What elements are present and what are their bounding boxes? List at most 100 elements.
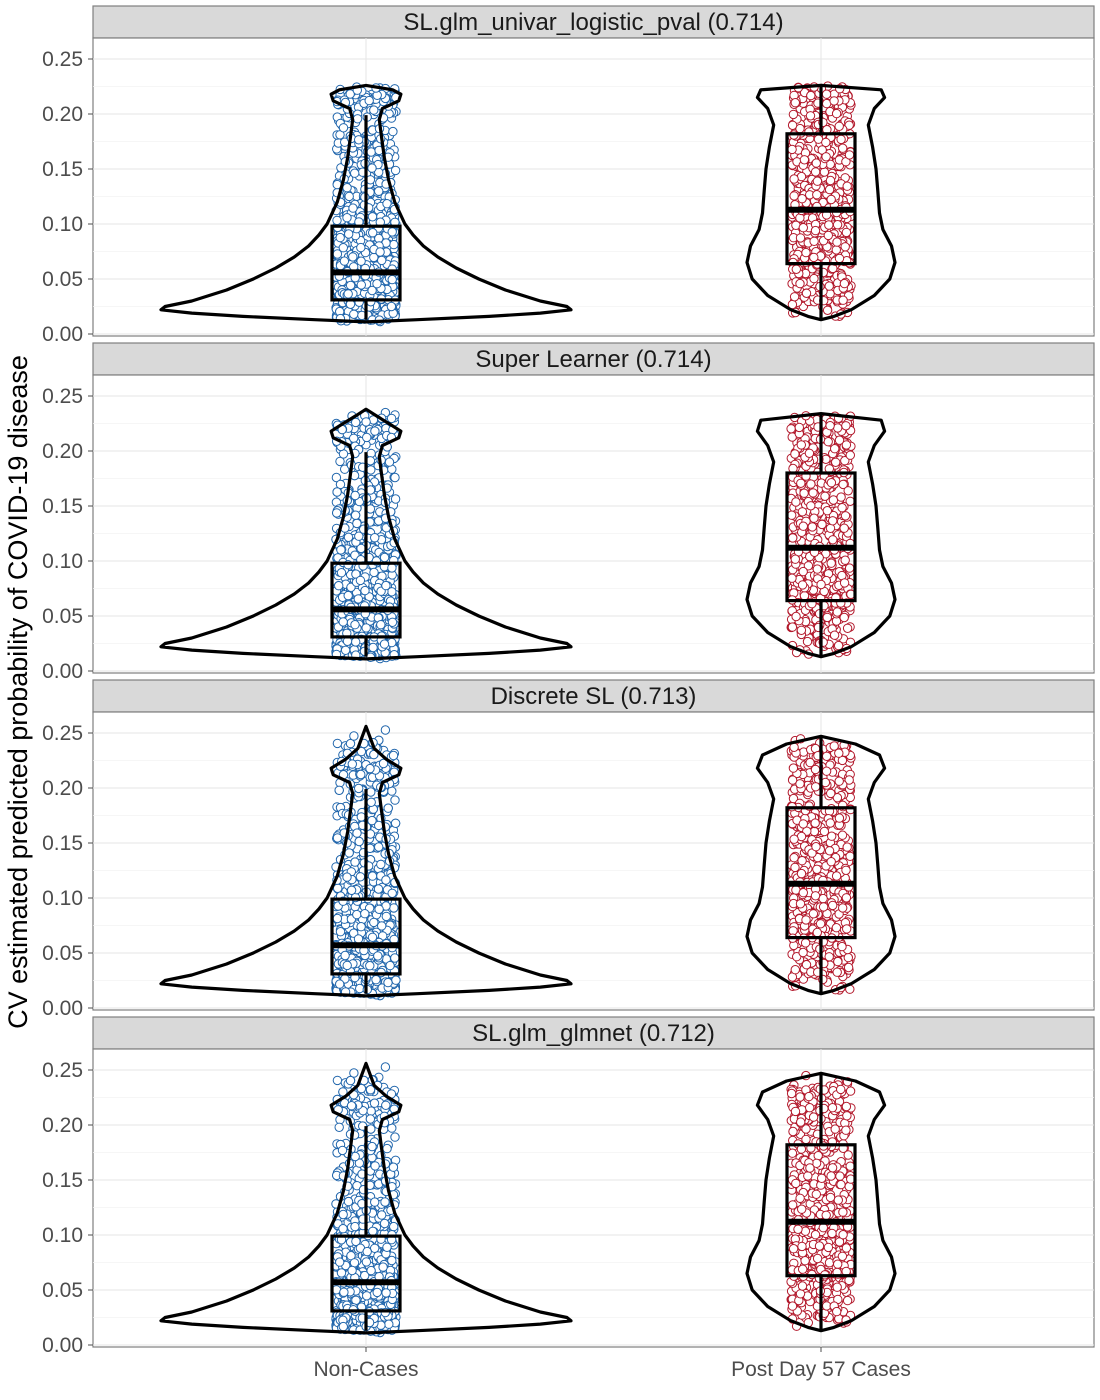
data-point — [842, 623, 853, 633]
data-point — [802, 636, 813, 647]
data-point — [388, 126, 398, 137]
data-point — [381, 580, 391, 591]
data-point — [811, 158, 821, 168]
y-tick-label: 0.00 — [42, 997, 83, 1020]
data-point — [794, 422, 804, 433]
data-point — [841, 421, 851, 431]
data-point — [354, 135, 364, 145]
data-point — [332, 508, 342, 518]
data-point — [806, 479, 816, 489]
data-point — [822, 506, 832, 516]
data-point — [348, 252, 358, 262]
data-point — [788, 109, 799, 120]
data-point — [788, 533, 798, 543]
facet-title: Discrete SL (0.713) — [491, 683, 697, 710]
data-point — [789, 191, 799, 201]
data-point — [369, 105, 379, 115]
y-tick-label: 0.20 — [42, 103, 83, 126]
data-point — [838, 295, 848, 305]
data-point — [825, 175, 836, 186]
data-point — [344, 191, 354, 202]
data-point — [834, 435, 845, 445]
data-point — [789, 292, 800, 302]
data-point — [332, 487, 342, 497]
data-point — [791, 611, 801, 622]
data-point — [366, 465, 376, 475]
data-point — [797, 580, 808, 590]
data-point — [351, 637, 361, 647]
y-tick-label: 0.10 — [42, 550, 83, 573]
data-point — [379, 639, 390, 649]
data-point — [390, 795, 400, 805]
data-point — [795, 213, 805, 223]
data-point — [796, 440, 806, 450]
facet-strip — [92, 5, 1095, 39]
data-point — [831, 108, 842, 119]
data-point — [386, 413, 397, 424]
data-point — [335, 232, 345, 243]
data-point — [845, 450, 855, 460]
data-point — [810, 167, 821, 177]
data-point — [829, 96, 839, 106]
data-point — [786, 424, 796, 434]
data-point — [831, 457, 841, 467]
data-point — [798, 223, 808, 233]
data-point — [826, 558, 836, 568]
y-tick-label: 0.20 — [42, 440, 83, 463]
panel-background — [92, 37, 1095, 337]
data-point — [377, 255, 387, 266]
y-tick-label: 0.15 — [42, 495, 83, 518]
y-tick-label: 0.20 — [42, 777, 83, 800]
data-point — [355, 575, 366, 586]
jitter-points — [331, 82, 401, 327]
data-point — [806, 90, 816, 101]
data-point — [790, 554, 800, 564]
data-point — [844, 563, 855, 573]
data-point — [367, 212, 378, 222]
data-point — [339, 256, 350, 266]
data-point — [353, 594, 363, 604]
data-point — [832, 220, 843, 230]
data-point — [338, 617, 348, 627]
y-tick-label: 0.05 — [42, 268, 83, 291]
data-point — [839, 578, 850, 588]
data-point — [798, 521, 808, 531]
data-point — [799, 155, 810, 165]
data-point — [837, 503, 847, 513]
data-point — [809, 236, 819, 247]
data-point — [368, 642, 378, 653]
data-point — [356, 280, 366, 290]
data-point — [832, 607, 842, 617]
data-point — [790, 98, 800, 108]
data-point — [817, 519, 827, 530]
data-point — [390, 494, 401, 504]
data-point — [366, 147, 376, 157]
data-point — [833, 640, 844, 651]
data-point — [787, 573, 797, 583]
data-point — [797, 194, 807, 204]
data-point — [338, 123, 349, 133]
data-point — [836, 492, 846, 502]
data-point — [828, 535, 838, 545]
y-tick-label: 0.10 — [42, 213, 83, 236]
data-point — [822, 612, 832, 623]
data-point — [823, 437, 833, 447]
data-point — [342, 183, 352, 193]
data-point — [799, 591, 810, 601]
data-point — [336, 568, 347, 578]
data-point — [368, 228, 378, 238]
data-point — [824, 184, 835, 195]
data-point — [821, 89, 832, 99]
data-point — [350, 620, 360, 630]
panel-background — [92, 711, 1095, 1011]
data-point — [809, 252, 819, 263]
data-point — [806, 501, 816, 511]
data-point — [844, 150, 855, 160]
data-point — [807, 522, 817, 532]
data-point — [344, 229, 354, 239]
y-tick-label: 0.15 — [42, 158, 83, 181]
data-point — [787, 144, 797, 155]
data-point — [843, 486, 853, 496]
data-point — [823, 230, 833, 241]
